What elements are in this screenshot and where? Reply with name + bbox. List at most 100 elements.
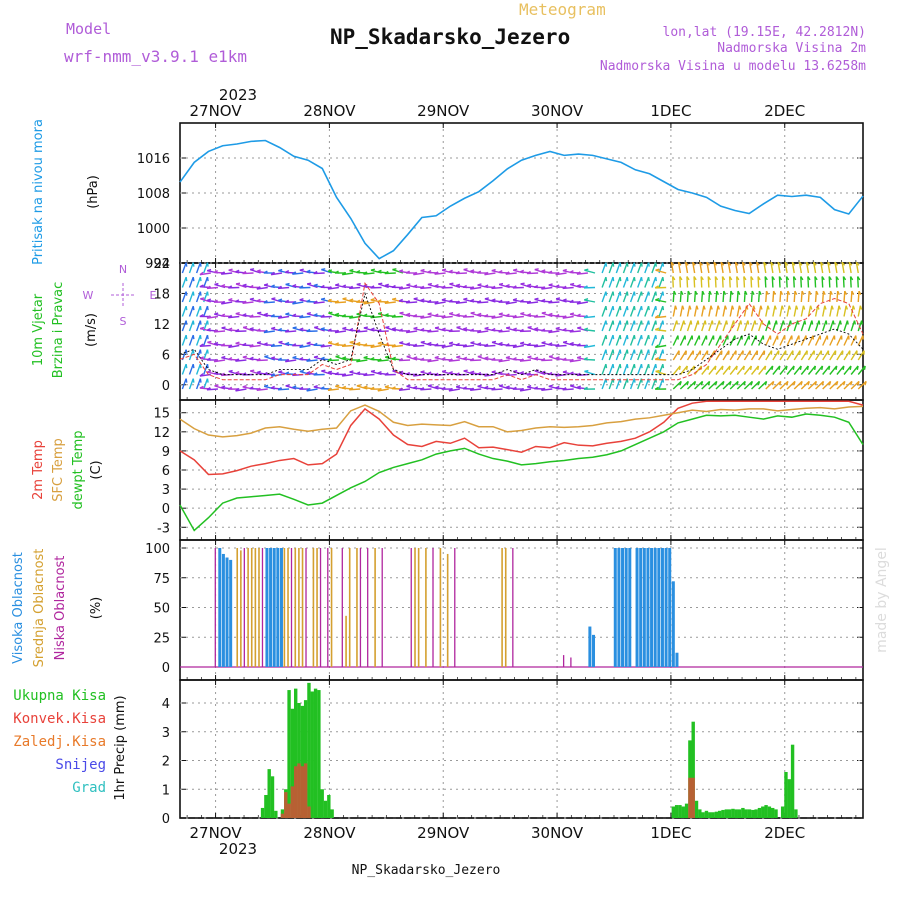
precip-legend: Ukupna KisaKonvek.KisaZaledj.KisaSnijegG… (13, 688, 106, 796)
wind-arrow (715, 380, 725, 390)
wind-arrow (715, 335, 722, 346)
wind-arrow-head (512, 344, 517, 348)
wind-arrow (207, 341, 219, 347)
wind-arrow (651, 349, 657, 361)
wind-arrow-head (633, 349, 636, 354)
cloud-bar (454, 548, 456, 667)
wind-arrow (743, 380, 753, 390)
wind-arrow-head (714, 381, 718, 386)
wind-arrow-head (199, 306, 202, 311)
wind-arrow-head (605, 320, 608, 325)
wind-arrow-head (711, 320, 714, 325)
cloud-bar (319, 548, 322, 667)
wind-arrow-head (476, 300, 482, 304)
wind-arrow (622, 320, 628, 332)
wind-arrow-head (838, 305, 841, 310)
wind-arrow-head (341, 271, 346, 276)
wind-arrow-head (717, 305, 720, 310)
precip-bar (724, 809, 729, 818)
wind-arrow-head (199, 343, 204, 347)
wind-arrow-head (335, 384, 340, 388)
cloud-bar (381, 548, 383, 667)
wind-arrow (548, 355, 560, 361)
cloud-bar (276, 548, 280, 667)
wind-arrow-head (334, 270, 339, 274)
wind-arrow (527, 301, 539, 305)
wind-arrow-head (278, 340, 283, 343)
wind-arrow (679, 305, 684, 317)
wind-arrow-head (831, 305, 834, 310)
precip-bar (691, 721, 695, 818)
wind-arrow (805, 262, 810, 274)
wind-arrow-head (477, 384, 482, 388)
wind-arrow-head (292, 326, 297, 329)
wind-arrow (629, 320, 636, 332)
model-elevation-label: Nadmorska Visina u modelu 13.6258m (600, 59, 866, 74)
ytick-label: 1016 (137, 152, 170, 167)
wind-arrow-head (328, 311, 333, 314)
wind-arrow-head (612, 306, 615, 311)
wind-arrow (584, 344, 596, 349)
wind-arrow (195, 320, 202, 332)
wind-arrow (843, 350, 851, 361)
wind-arrow-head (583, 285, 588, 289)
cloud-bar (348, 548, 351, 667)
wind-arrow (836, 380, 846, 390)
wind-arrow (822, 335, 828, 346)
wind-arrow-head (206, 349, 209, 354)
wind-arrow-head (384, 313, 389, 316)
wind-arrow-head (655, 349, 657, 354)
wind-arrow (814, 290, 818, 303)
wind-arrow-head (548, 355, 554, 358)
wind-arrow-head (848, 261, 853, 266)
wind-arrow (263, 330, 275, 334)
wind-arrow-head (842, 276, 847, 281)
precip-bar (264, 795, 268, 818)
cloud-axis-title: Srednja Oblacnost (32, 549, 47, 668)
wind-arrow-head (384, 372, 389, 376)
wind-arrow-head (328, 341, 333, 344)
wind-arrow-head (405, 371, 411, 375)
cloud-bar (243, 548, 245, 667)
wind-arrow (181, 262, 187, 274)
wind-arrow-head (320, 284, 325, 288)
wind-arrow-head (199, 320, 202, 325)
wind-arrow-head (213, 270, 218, 274)
wind-arrow (815, 365, 824, 375)
wind-arrow (701, 380, 711, 390)
wind-arrow-head (863, 365, 866, 371)
wind-arrow-head (562, 357, 567, 361)
wind-arrow (785, 276, 788, 288)
wind-arrow-head (292, 355, 297, 359)
wind-arrow-head (484, 373, 489, 377)
wind-arrow (188, 334, 194, 346)
wind-arrow (519, 359, 532, 362)
wind-arrow-head (356, 299, 361, 303)
wind-arrow-head (793, 381, 796, 386)
wind-arrow (843, 335, 850, 346)
wind-arrow-head (605, 262, 608, 267)
wind-arrow-head (512, 357, 517, 361)
wind-arrow (786, 335, 793, 346)
wind-arrow-head (498, 341, 503, 345)
wind-arrow (363, 301, 375, 305)
wind-arrow-head (384, 385, 390, 388)
wind-arrow-head (277, 315, 282, 319)
wind-arrow-head (313, 372, 318, 376)
wind-arrow-head (844, 290, 848, 295)
wind-arrow (427, 385, 439, 390)
precip-bar (698, 809, 702, 818)
wind-arrow (694, 380, 704, 390)
wind-arrow (242, 301, 254, 305)
wind-arrow-head (420, 387, 425, 391)
wind-arrow-head (714, 365, 717, 371)
wind-arrow-head (207, 340, 212, 343)
wind-arrow (470, 286, 482, 290)
wind-arrow-head (242, 385, 247, 388)
wind-arrow-head (484, 343, 489, 347)
wind-arrow (534, 315, 546, 318)
wind-arrow-head (441, 357, 446, 361)
wind-arrow (807, 276, 810, 288)
wind-arrow (370, 315, 382, 319)
cloud-bar (621, 548, 625, 667)
